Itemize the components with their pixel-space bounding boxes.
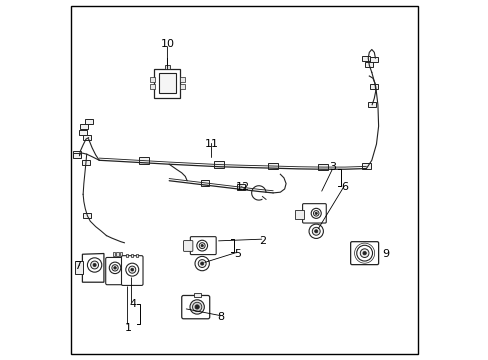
Bar: [131, 253, 133, 257]
Bar: [365, 62, 372, 67]
Bar: [116, 252, 119, 256]
Circle shape: [195, 305, 199, 309]
Circle shape: [195, 256, 209, 271]
FancyBboxPatch shape: [350, 242, 378, 265]
Circle shape: [362, 251, 366, 255]
FancyBboxPatch shape: [105, 257, 122, 285]
Circle shape: [112, 265, 118, 271]
Circle shape: [125, 263, 139, 276]
Circle shape: [87, 258, 102, 272]
Circle shape: [313, 211, 318, 216]
Bar: [113, 252, 115, 256]
Bar: [369, 57, 377, 62]
FancyBboxPatch shape: [159, 73, 176, 93]
Bar: [82, 159, 90, 165]
Bar: [79, 130, 87, 135]
Bar: [369, 84, 378, 89]
Bar: [73, 152, 81, 157]
FancyBboxPatch shape: [154, 69, 180, 98]
Bar: [362, 55, 369, 60]
Circle shape: [128, 266, 136, 273]
Bar: [164, 65, 170, 69]
Bar: [361, 163, 370, 168]
Circle shape: [314, 212, 317, 215]
Bar: [214, 161, 224, 168]
Bar: [80, 125, 88, 130]
Circle shape: [310, 208, 321, 219]
Bar: [367, 102, 375, 107]
Bar: [85, 120, 93, 125]
Bar: [139, 157, 149, 164]
Bar: [125, 253, 128, 257]
Bar: [75, 261, 83, 274]
Text: 8: 8: [217, 312, 224, 322]
Text: 5: 5: [233, 248, 240, 258]
Circle shape: [314, 230, 317, 233]
Bar: [194, 293, 201, 297]
Circle shape: [109, 262, 121, 274]
Circle shape: [196, 240, 207, 251]
FancyBboxPatch shape: [190, 237, 216, 255]
Bar: [236, 184, 244, 190]
Bar: [180, 77, 185, 82]
Text: 11: 11: [205, 139, 219, 149]
Circle shape: [312, 227, 320, 235]
Bar: [201, 180, 209, 186]
Text: 12: 12: [235, 182, 249, 192]
Circle shape: [131, 268, 133, 271]
Bar: [180, 84, 185, 89]
Bar: [82, 135, 90, 140]
FancyBboxPatch shape: [121, 256, 142, 285]
FancyBboxPatch shape: [182, 296, 209, 319]
Text: 2: 2: [258, 236, 265, 246]
Text: 9: 9: [382, 248, 389, 258]
Circle shape: [360, 249, 368, 257]
Text: 4: 4: [129, 299, 136, 309]
Circle shape: [200, 262, 203, 265]
Text: 7: 7: [74, 261, 81, 271]
FancyBboxPatch shape: [183, 240, 192, 251]
Bar: [136, 253, 138, 257]
Circle shape: [201, 244, 203, 247]
Bar: [83, 213, 91, 219]
Bar: [150, 77, 155, 82]
Circle shape: [198, 260, 206, 267]
Polygon shape: [82, 253, 104, 282]
Circle shape: [114, 267, 116, 269]
Text: 6: 6: [341, 182, 347, 192]
Circle shape: [90, 261, 99, 269]
Bar: [150, 84, 155, 89]
Text: 3: 3: [328, 162, 335, 172]
Bar: [267, 163, 278, 169]
Text: 1: 1: [124, 323, 131, 333]
Bar: [295, 211, 304, 219]
FancyBboxPatch shape: [302, 204, 325, 223]
Bar: [318, 164, 328, 170]
Circle shape: [308, 224, 323, 238]
Circle shape: [93, 264, 96, 266]
Circle shape: [199, 243, 205, 249]
Text: 10: 10: [161, 39, 174, 49]
Bar: [120, 252, 122, 256]
Circle shape: [356, 245, 372, 261]
Circle shape: [192, 302, 202, 312]
Circle shape: [190, 300, 204, 314]
Bar: [73, 153, 81, 158]
